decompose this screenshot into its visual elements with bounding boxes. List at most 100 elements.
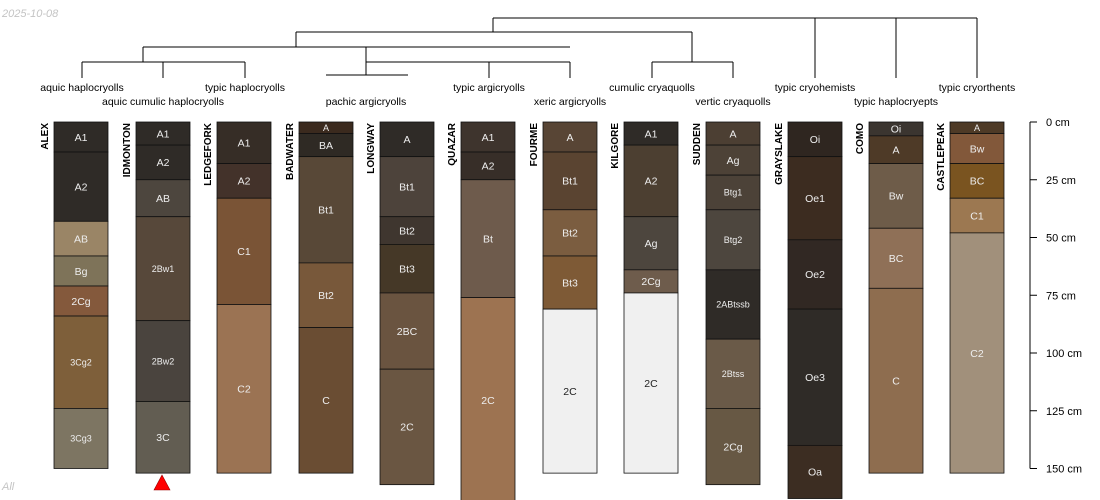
horizon-label: Bt2	[318, 290, 334, 302]
taxon-label: xeric argicryolls	[534, 96, 606, 108]
horizon-block	[542, 308, 598, 474]
profile-name: SUDDEN	[692, 123, 703, 165]
horizon-label: Oe2	[805, 269, 825, 281]
horizon-label: Oa	[808, 467, 822, 479]
horizon-label: A	[729, 128, 736, 140]
soil-profile-alex: A1 A2 AB Bg 2Cg 3Cg2 3Cg3 ALEX	[40, 121, 109, 469]
horizon-block	[542, 209, 598, 257]
horizon-label: 2C	[481, 395, 495, 407]
horizon-label: 2C	[563, 386, 577, 398]
soil-profile-castlepeak: A Bw BC C1 C2 CASTLEPEAK	[936, 121, 1005, 474]
horizon-block	[949, 232, 1005, 474]
profile-name: QUAZAR	[447, 122, 458, 166]
horizon-block	[135, 401, 191, 474]
taxon-label: typic cryohemists	[775, 82, 856, 94]
profile-name: FOURME	[529, 123, 540, 167]
axis-tick-label: 0 cm	[1046, 117, 1070, 129]
date-stamp: 2025-10-08	[2, 8, 59, 20]
horizon-block	[705, 174, 761, 211]
horizon-block	[787, 444, 843, 499]
horizon-label: A2	[238, 176, 251, 188]
profile-name: ALEX	[40, 123, 51, 150]
soil-profile-quazar: A1 A2 Bt 2C QUAZAR	[447, 121, 516, 500]
axis-tick-label: 50 cm	[1046, 233, 1076, 245]
horizon-block	[868, 135, 924, 164]
horizon-block	[53, 285, 109, 317]
horizon-label: A2	[75, 181, 88, 193]
horizon-label: A2	[157, 157, 170, 169]
horizon-label: 2Bw2	[152, 356, 175, 366]
horizon-label: Bt1	[562, 176, 578, 188]
horizon-label: C2	[970, 348, 984, 360]
horizon-block	[379, 121, 435, 158]
horizon-block	[460, 297, 516, 500]
horizon-block	[460, 121, 516, 153]
horizon-label: 2Cg	[641, 276, 660, 288]
horizon-label: Bt1	[399, 181, 415, 193]
horizon-label: Bw	[889, 191, 904, 203]
horizon-label: Bt	[483, 233, 493, 245]
horizon-block	[705, 338, 761, 409]
horizon-block	[135, 179, 191, 218]
horizon-label: Bt2	[399, 225, 415, 237]
horizon-label: Oe1	[805, 193, 825, 205]
horizon-label: Oi	[810, 134, 821, 146]
horizon-block	[623, 216, 679, 271]
horizon-block	[216, 304, 272, 474]
taxon-label: typic argicryolls	[453, 82, 525, 94]
taxon-label: pachic argicryolls	[326, 96, 407, 108]
taxon-labels: aquic haplocryolls aquic cumulic haplocry…	[40, 82, 1015, 108]
soil-profile-ledgefork: A1 A2 C1 C2 LEDGEFORK	[203, 121, 272, 474]
profile-name: LONGWAY	[366, 123, 377, 174]
horizon-label: Oe3	[805, 372, 825, 384]
horizon-block	[53, 151, 109, 222]
horizon-block	[53, 408, 109, 469]
horizon-block	[868, 227, 924, 289]
horizon-block	[216, 121, 272, 164]
horizon-block	[949, 197, 1005, 234]
corner-note: All	[2, 481, 15, 493]
soil-profile-idmonton: A1 A2 AB 2Bw1 2Bw2 3C IDMONTON	[122, 121, 191, 491]
profile-name: BADWATER	[285, 122, 296, 180]
horizon-label: 2Cg	[71, 296, 90, 308]
horizon-block	[135, 144, 191, 181]
horizon-label: Btg2	[724, 235, 743, 245]
horizon-label: A1	[645, 128, 658, 140]
axis-tick-label: 100 cm	[1046, 348, 1082, 360]
horizon-label: BA	[319, 140, 333, 152]
soil-profile-kilgore: A1 A2 Ag 2Cg 2C KILGORE	[610, 121, 679, 474]
horizon-label: AB	[156, 193, 170, 205]
horizon-block	[705, 408, 761, 486]
horizon-block	[787, 308, 843, 446]
taxonomy-dendrogram	[81, 17, 978, 78]
horizon-label: Bt2	[562, 228, 578, 240]
horizon-block	[542, 121, 598, 153]
taxon-label: aquic haplocryolls	[40, 82, 123, 94]
horizon-block	[53, 220, 109, 257]
profile-name: GRAYSLAKE	[774, 123, 785, 185]
taxon-label: typic cryorthents	[939, 82, 1015, 94]
horizon-label: A1	[482, 132, 495, 144]
horizon-label: A	[892, 145, 899, 157]
soil-profile-como: Oi A Bw BC C COMO	[855, 121, 924, 474]
horizon-block	[949, 133, 1005, 164]
horizon-label: A	[323, 123, 329, 133]
horizon-label: 2C	[644, 378, 658, 390]
horizon-label: A1	[75, 132, 88, 144]
horizon-block	[53, 255, 109, 287]
horizon-block	[379, 244, 435, 294]
horizon-label: AB	[74, 233, 88, 245]
horizon-label: A	[566, 132, 573, 144]
taxon-label: cumulic cryaquolls	[609, 82, 695, 94]
horizon-label: Bt1	[318, 205, 334, 217]
profile-name: IDMONTON	[122, 123, 133, 177]
horizon-block	[705, 269, 761, 340]
profile-name: KILGORE	[610, 123, 621, 169]
axis-tick-label: 150 cm	[1046, 464, 1082, 476]
soil-profile-fourme: A Bt1 Bt2 Bt3 2C FOURME	[529, 121, 598, 474]
horizon-label: Ag	[727, 155, 740, 167]
horizon-label: Bw	[970, 143, 985, 155]
horizon-block	[460, 179, 516, 298]
soil-profile-sudden: A Ag Btg1 Btg2 2ABtssb 2Btss 2Cg SUDDEN	[692, 121, 761, 486]
